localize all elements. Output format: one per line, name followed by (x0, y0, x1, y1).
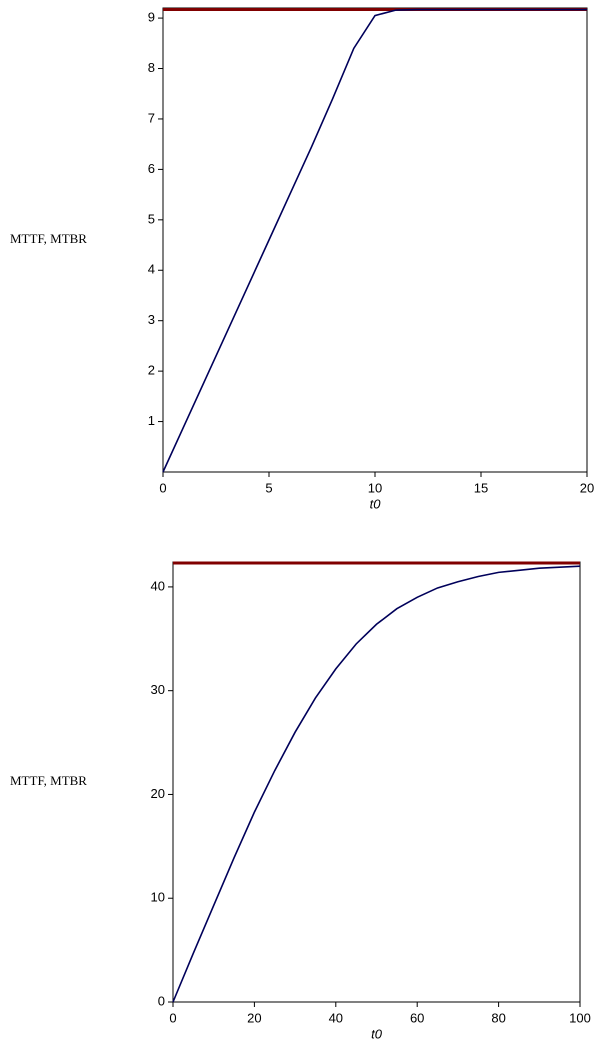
y-tick-label: 2 (148, 363, 155, 378)
x-tick-label: 10 (368, 480, 382, 495)
x-axis-label: t0 (371, 1026, 383, 1041)
y-axis-label: MTTF, MTBR (10, 773, 87, 788)
series-line (172, 565, 581, 1003)
plot-frame (162, 7, 588, 473)
y-tick-label: 30 (151, 682, 165, 697)
x-tick-label: 20 (580, 480, 594, 495)
x-axis-label: t0 (370, 496, 382, 511)
y-tick-label: 7 (148, 110, 155, 125)
y-tick-label: 20 (151, 786, 165, 801)
y-tick-label: 6 (148, 161, 155, 176)
x-tick-label: 80 (491, 1010, 505, 1025)
series-line (162, 8, 587, 473)
x-tick-label: 20 (247, 1010, 261, 1025)
y-tick-label: 9 (148, 10, 155, 25)
x-tick-label: 100 (569, 1010, 591, 1025)
y-tick-label: 8 (148, 60, 155, 75)
x-tick-label: 0 (169, 1010, 176, 1025)
y-axis-label: MTTF, MTBR (10, 231, 87, 246)
y-tick-label: 5 (148, 211, 155, 226)
plot-frame (172, 561, 581, 1003)
x-tick-label: 5 (265, 480, 272, 495)
y-tick-label: 4 (148, 262, 155, 277)
y-tick-label: 0 (158, 993, 165, 1008)
y-tick-label: 40 (151, 578, 165, 593)
x-tick-label: 40 (329, 1010, 343, 1025)
y-tick-label: 3 (148, 312, 155, 327)
x-tick-label: 60 (410, 1010, 424, 1025)
y-tick-label: 1 (148, 413, 155, 428)
x-tick-label: 0 (159, 480, 166, 495)
x-tick-label: 15 (474, 480, 488, 495)
y-tick-label: 10 (151, 890, 165, 905)
